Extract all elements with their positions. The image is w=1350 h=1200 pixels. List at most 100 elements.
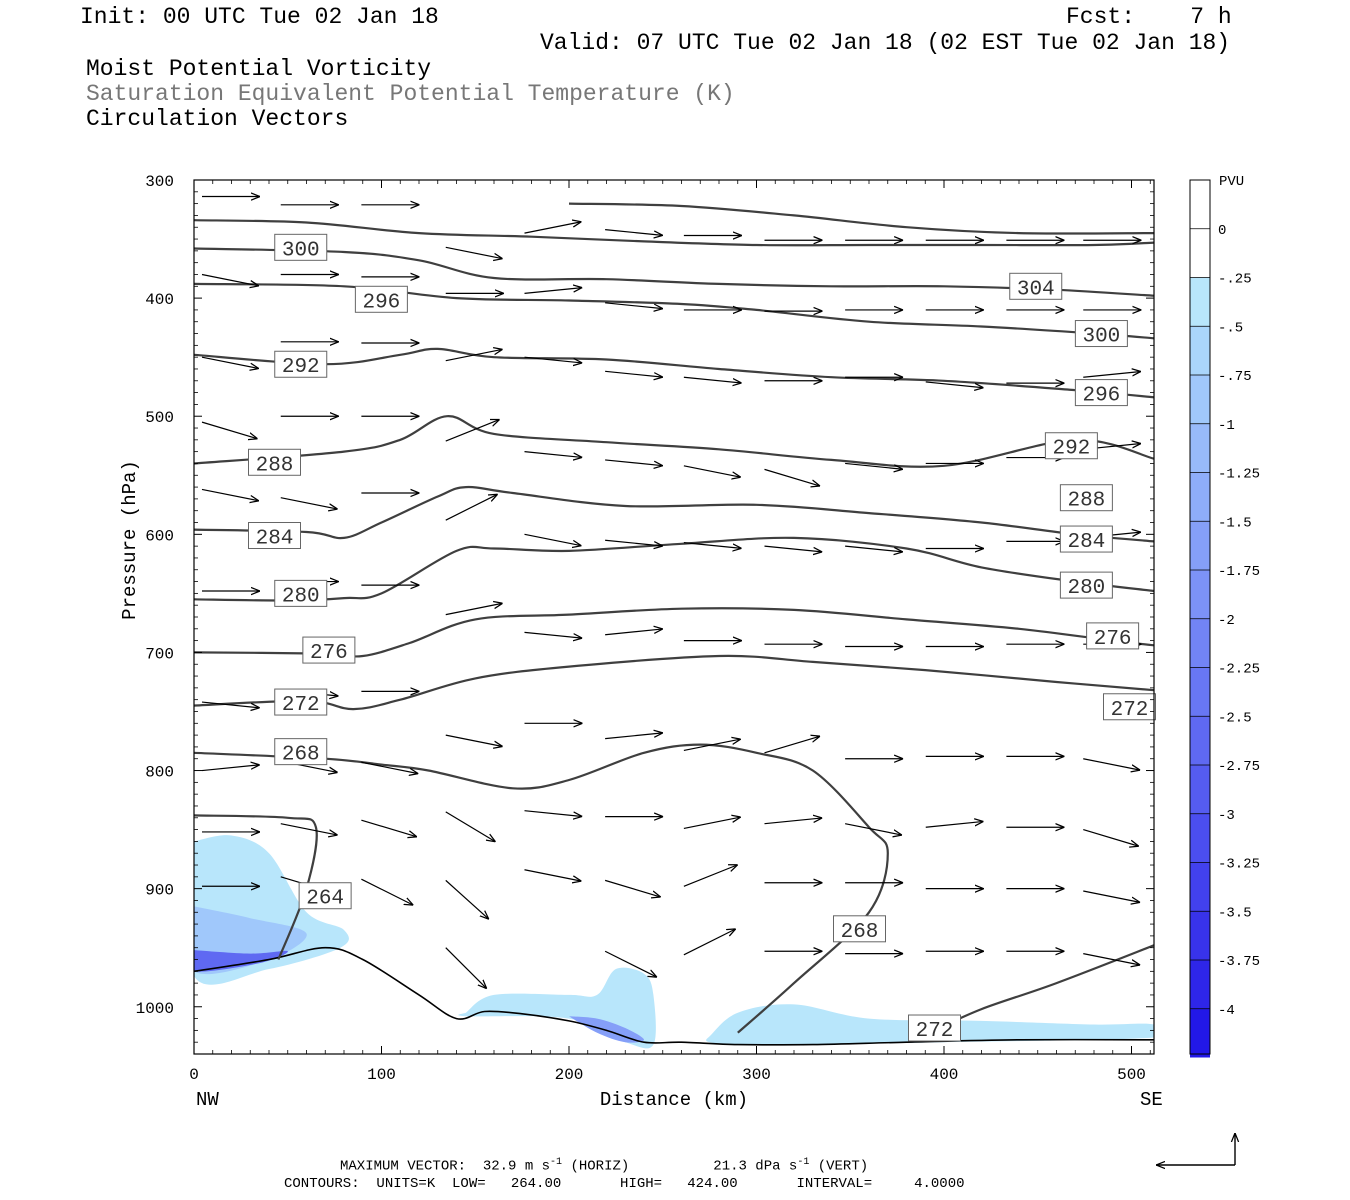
contour-label-304-10: 304	[1009, 272, 1063, 301]
contour-label-text: 300	[1082, 326, 1120, 349]
field-title-mpv: Moist Potential Vorticity	[86, 56, 432, 82]
circulation-vector-42	[524, 356, 583, 363]
axes-layer: 300 400 500 600 700 800 900 1000 0 100 200 300 400 50…	[136, 173, 1154, 1084]
circulation-vector-58	[604, 950, 657, 977]
pv-colorbar: 0 -.25 -.5 -.75 -1 -1.25 -1.5 -1.75 -2 -2.25 -2.5 -…	[1189, 179, 1260, 1058]
pv-shade-region-2	[194, 950, 288, 972]
contour-label-288-14: 288	[1059, 484, 1113, 513]
circulation-vector-82	[845, 462, 903, 469]
contour-label-box	[274, 738, 328, 766]
colorbar-swatch-5	[1190, 472, 1210, 522]
contour-label-text: 272	[282, 694, 320, 717]
colorbar-swatch-9	[1190, 667, 1210, 717]
contour-label-box	[302, 636, 356, 664]
y-axis-label: Pressure (hPa)	[119, 460, 141, 620]
circulation-vector-67	[683, 865, 738, 887]
circulation-vector-27	[361, 761, 418, 773]
circulation-vector-14	[280, 497, 338, 509]
colorbar-swatch-6	[1190, 521, 1210, 570]
circulation-vector-111	[1083, 371, 1141, 378]
circulation-vector-51	[605, 370, 663, 377]
circulation-vector-6	[201, 701, 260, 708]
circulation-vector-38	[445, 879, 489, 919]
circulation-vector-18	[280, 823, 338, 835]
circulation-vector-118	[1083, 953, 1140, 965]
colorbar-label-3: -.75	[1218, 369, 1252, 385]
circulation-vector-30	[445, 246, 503, 258]
x-axis-label: Distance (km)	[600, 1089, 748, 1111]
x-endpoint-se: SE	[1140, 1089, 1163, 1111]
theta-contour-296-4	[194, 347, 1154, 399]
circulation-vector-7	[201, 765, 260, 772]
colorbar-label-10: -2.5	[1218, 710, 1252, 726]
theta-contour-272-10	[194, 743, 889, 1034]
colorbar-title: PVU	[1219, 174, 1244, 190]
contour-label-text: 296	[1082, 385, 1120, 408]
contour-label-box	[1059, 484, 1113, 512]
forecast-hour: Fcst: 7 h	[1066, 4, 1232, 30]
contour-label-box	[298, 882, 352, 910]
circulation-vector-43	[524, 451, 583, 458]
circulation-vector-47	[524, 810, 583, 817]
max-vector-text: MAXIMUM VECTOR: 32.9 m s-1 (HORIZ) 21.3 …	[340, 1157, 869, 1175]
circulation-vector-32	[445, 349, 503, 362]
contour-label-box	[1074, 379, 1128, 407]
contour-label-box	[354, 285, 408, 313]
x-tick-label-500: 500	[1117, 1066, 1146, 1084]
circulation-vector-39	[445, 947, 487, 989]
y-tick-label-900: 900	[145, 882, 174, 900]
colorbar-swatch-16	[1190, 1008, 1210, 1058]
colorbar-swatch-7	[1190, 570, 1210, 619]
circulation-vector-53	[605, 539, 663, 546]
circulation-vector-1	[201, 273, 259, 285]
colorbar-label-15: -3.75	[1218, 954, 1260, 970]
contour-label-text: 276	[310, 642, 348, 665]
circulation-vector-61	[683, 376, 742, 383]
colorbar-label-6: -1.5	[1218, 515, 1252, 531]
valid-time: Valid: 07 UTC Tue 02 Jan 18 (02 EST Tue …	[540, 30, 1231, 56]
theta-contour-268-11	[194, 814, 318, 960]
contour-label-272-7: 272	[274, 688, 328, 717]
circulation-vector-4	[201, 488, 259, 500]
circulation-vector-63	[683, 541, 742, 549]
x-tick-label-300: 300	[742, 1066, 771, 1084]
colorbar-label-12: -3	[1218, 808, 1235, 824]
contour-label-box	[1074, 320, 1128, 348]
contour-label-text: 284	[1067, 531, 1105, 554]
contour-label-text: 300	[282, 239, 320, 262]
contour-label-box	[274, 233, 328, 261]
colorbar-frame	[1189, 179, 1211, 1055]
colorbar-swatch-12	[1190, 813, 1210, 863]
colorbar-label-9: -2.25	[1218, 662, 1260, 678]
x-tick-label-0: 0	[189, 1066, 199, 1084]
contour-label-box	[248, 522, 301, 550]
contour-label-box	[1086, 622, 1140, 650]
contour-label-layer: 300 296 292 288 284 280 276 272 268 264 304 300 296 2…	[248, 233, 1156, 1043]
theta-contour-276-9	[194, 654, 1154, 711]
colorbar-swatch-13	[1190, 862, 1210, 912]
y-tick-label-600: 600	[145, 527, 174, 545]
plot-frame	[193, 179, 1155, 1055]
terrain-line	[194, 946, 1154, 1046]
circulation-vector-28	[361, 819, 417, 837]
contour-label-276-17: 276	[1086, 622, 1140, 651]
circulation-vector-57	[604, 879, 661, 897]
colorbar-swatch-0	[1190, 228, 1210, 278]
contour-label-272-18: 272	[1103, 693, 1156, 722]
colorbar-label-4: -1	[1218, 418, 1235, 434]
contour-label-280-16: 280	[1059, 571, 1113, 600]
circulation-vector-76	[764, 818, 823, 825]
theta-contour-284-7	[194, 536, 1154, 602]
theta-contour-300-0	[194, 219, 1154, 247]
theta-contour-304-1	[568, 202, 1154, 235]
colorbar-label-7: -1.75	[1218, 564, 1260, 580]
reference-vector	[1156, 1133, 1235, 1165]
contour-label-text: 272	[1111, 699, 1149, 722]
contour-label-box	[1009, 272, 1063, 300]
contour-label-text: 288	[1067, 490, 1105, 513]
x-tick-label-400: 400	[930, 1066, 959, 1084]
contour-label-268-8: 268	[274, 738, 328, 767]
contour-label-284-15: 284	[1059, 525, 1113, 554]
circulation-vector-52	[605, 459, 663, 466]
